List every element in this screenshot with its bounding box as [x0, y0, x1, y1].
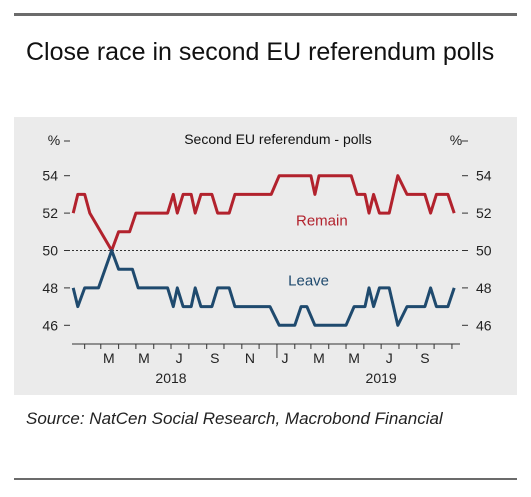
series-label-remain: Remain	[296, 213, 348, 230]
x-tick-label: M	[348, 350, 360, 366]
page-title: Close race in second EU referendum polls	[26, 38, 495, 66]
x-tick-label: M	[138, 350, 150, 366]
y-tick-label-left: 50	[42, 243, 58, 259]
x-tick-label: N	[245, 350, 255, 366]
y-tick-label-left: 52	[42, 205, 58, 221]
y-tick-label-right: 50	[476, 243, 492, 259]
x-tick-label: J	[386, 350, 393, 366]
x-tick-label: J	[281, 350, 288, 366]
x-year-label: 2019	[366, 370, 397, 386]
top-rule	[14, 13, 517, 16]
chart-title: Second EU referendum - polls	[184, 131, 372, 147]
series-label-leave: Leave	[288, 272, 329, 289]
series-line-leave	[71, 249, 456, 327]
series-line-remain	[71, 174, 456, 252]
y-tick-label-left: 48	[42, 280, 58, 296]
x-tick-label: J	[176, 350, 183, 366]
y-tick-label-right: 48	[476, 280, 492, 296]
y-tick-label-right: 52	[476, 205, 492, 221]
chart-panel: Second EU referendum - polls % % 46 46 48 4…	[14, 117, 517, 395]
y-unit-right: %	[450, 132, 462, 148]
y-tick-label-left: 46	[42, 317, 58, 333]
x-tick-label: M	[103, 350, 115, 366]
poll-line-chart: Second EU referendum - polls % % 46 46 48 4…	[42, 131, 492, 386]
bottom-rule	[14, 478, 517, 480]
y-unit-left: %	[48, 132, 60, 148]
x-year-label: 2018	[155, 370, 186, 386]
x-tick-label: S	[210, 350, 219, 366]
y-tick-label-right: 46	[476, 317, 492, 333]
y-tick-label-left: 54	[42, 168, 58, 184]
x-tick-label: M	[313, 350, 325, 366]
x-tick-label: S	[420, 350, 429, 366]
y-tick-label-right: 54	[476, 168, 492, 184]
source-note: Source: NatCen Social Research, Macrobon…	[26, 409, 443, 428]
